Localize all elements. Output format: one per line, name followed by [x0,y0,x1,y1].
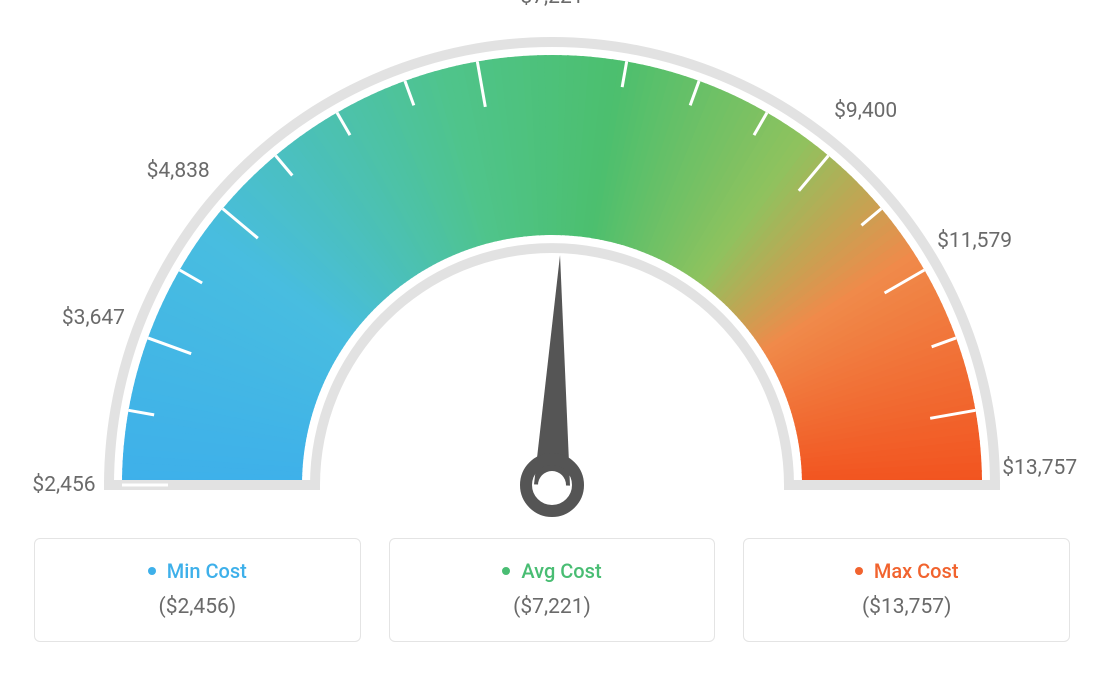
summary-cards: Min Cost ($2,456) Avg Cost ($7,221) Max … [0,538,1104,642]
gauge-tick-label: $3,647 [62,306,125,330]
max-cost-title: Max Cost [754,559,1059,583]
max-cost-dot-icon [855,567,863,575]
min-cost-card: Min Cost ($2,456) [34,538,361,642]
avg-cost-title: Avg Cost [400,559,705,583]
min-cost-dot-icon [148,567,156,575]
gauge-tick-label: $9,400 [834,99,897,123]
min-cost-title-text: Min Cost [167,559,247,583]
max-cost-title-text: Max Cost [874,559,959,583]
gauge-tick-label: $7,221 [520,0,583,9]
min-cost-title: Min Cost [45,559,350,583]
gauge-tick-label: $2,456 [32,473,95,497]
avg-cost-card: Avg Cost ($7,221) [389,538,716,642]
gauge-svg [0,0,1104,520]
avg-cost-title-text: Avg Cost [521,559,601,583]
gauge-tick-label: $11,579 [937,229,1012,253]
avg-cost-dot-icon [502,567,510,575]
gauge-tick-label: $13,757 [1002,456,1077,480]
gauge-chart: $2,456 $3,647 $4,838 $7,221 $9,400 $11,579 $13… [0,0,1104,520]
max-cost-value: ($13,757) [754,595,1059,619]
min-cost-value: ($2,456) [45,595,350,619]
avg-cost-value: ($7,221) [400,595,705,619]
max-cost-card: Max Cost ($13,757) [743,538,1070,642]
gauge-tick-label: $4,838 [147,159,210,183]
